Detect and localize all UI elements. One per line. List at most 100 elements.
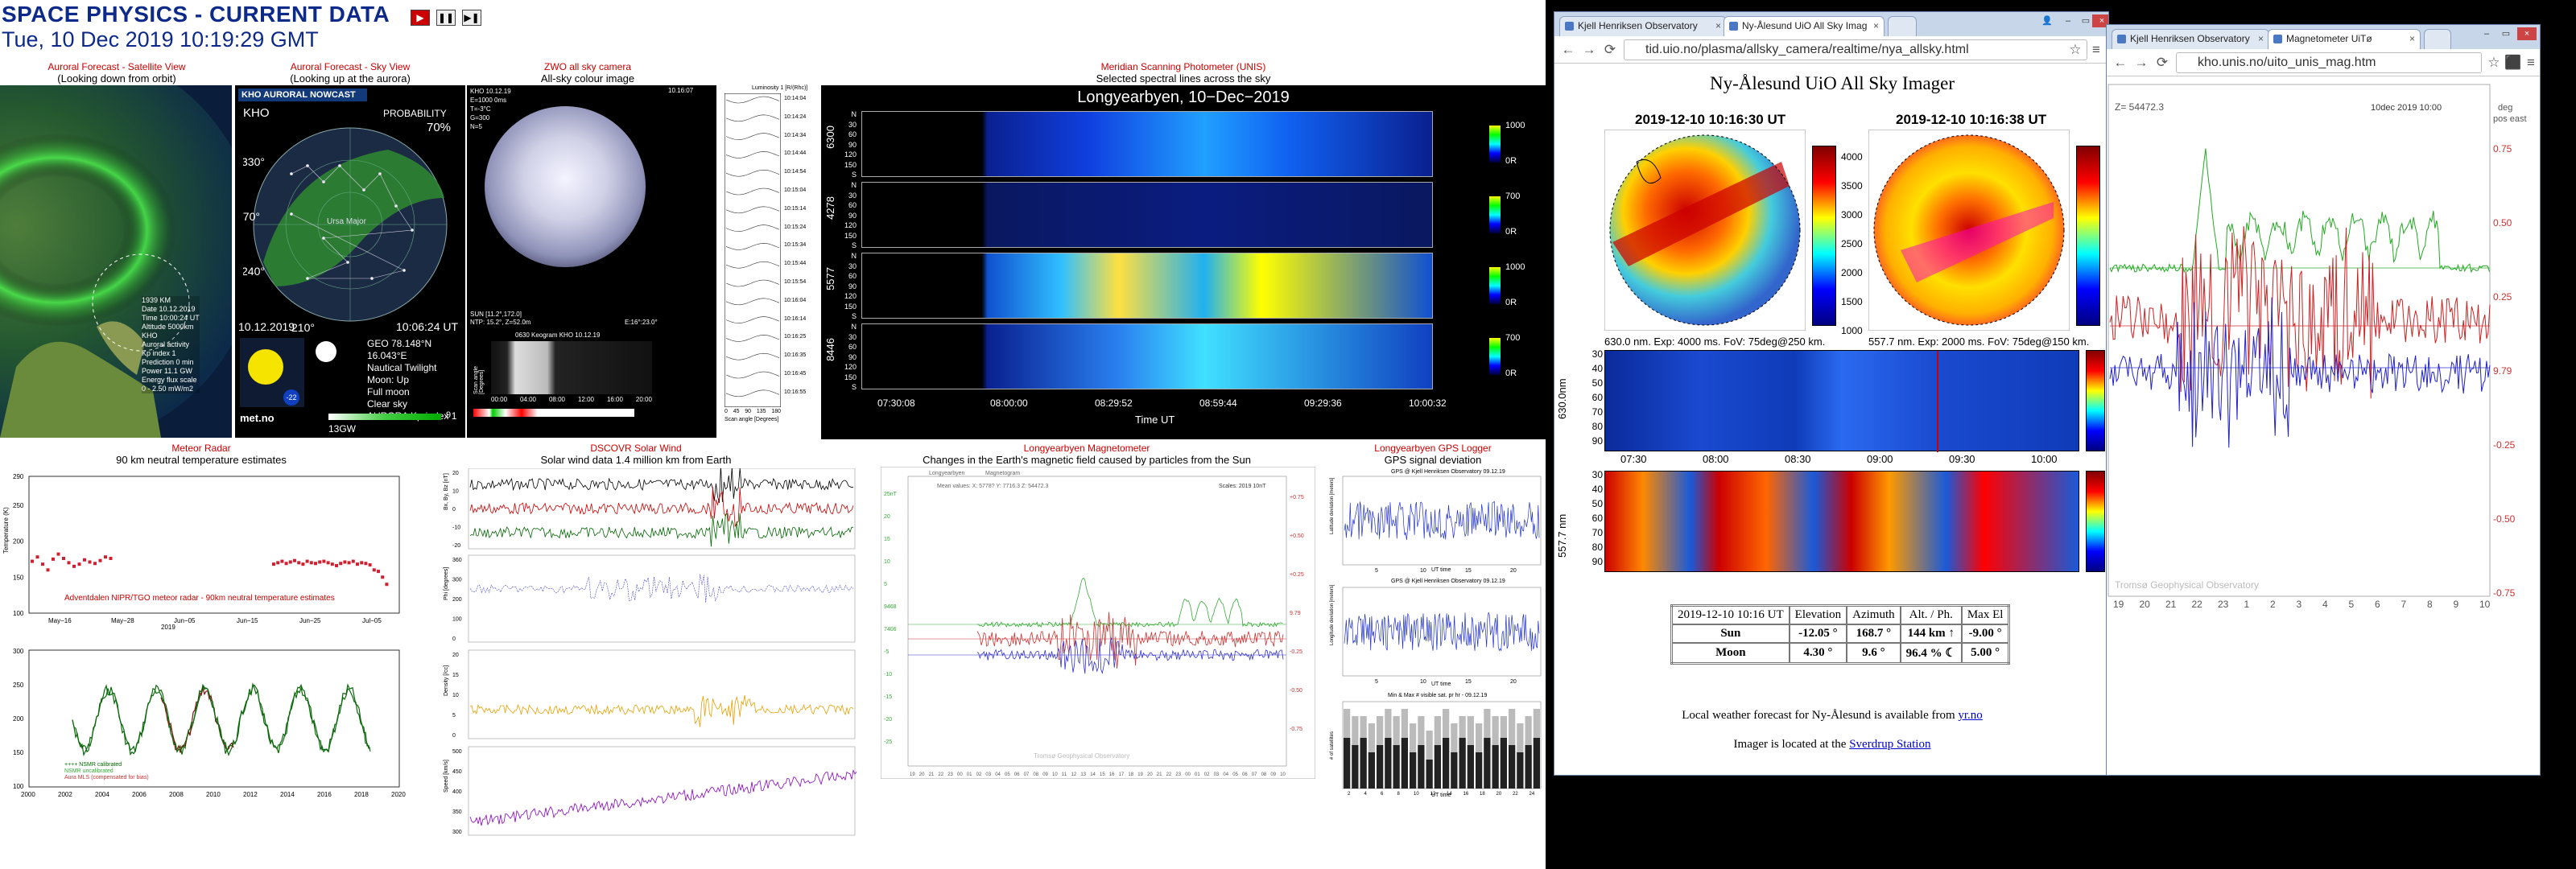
x-tick-label: 18 xyxy=(1480,792,1485,797)
meteor-caption: Adventdalen NIPR/TGO meteor radar - 90km… xyxy=(64,594,335,603)
msp-scale-min: 0R xyxy=(1505,298,1517,307)
sat-overlay-info: 1939 KM Date 10.12.2019 Time 10:00:24 UT… xyxy=(142,296,200,393)
x-tick-label: 2010 xyxy=(206,791,221,798)
y-tick-label: 200 xyxy=(13,715,24,723)
svg-text:++++ NSMR calibrated: ++++ NSMR calibrated xyxy=(64,762,122,768)
x-component-series xyxy=(2109,148,2490,274)
minimize-button[interactable]: – xyxy=(2065,16,2071,26)
close-tab-icon[interactable]: × xyxy=(1715,20,1721,31)
x-tick-label: May−28 xyxy=(111,617,134,624)
y-right-tick: -0.25 xyxy=(2493,439,2516,451)
x-tick-label: 6 xyxy=(2375,599,2380,610)
x-tick-label: 14 xyxy=(1447,792,1452,797)
magnetic-field-series xyxy=(469,487,854,528)
min-satellites-bar xyxy=(1410,752,1417,789)
tab-nyalesund[interactable]: Ny-Ålesund UiO All Sky Imag × xyxy=(1724,16,1885,36)
msp-heading: Longyearbyen, 10−Dec−2019 xyxy=(1077,89,1290,106)
step-forward-icon[interactable]: ▶❚ xyxy=(462,10,481,26)
svg-text:Longitude deviation [meters]: Longitude deviation [meters] xyxy=(1330,584,1335,645)
luminosity-time-label: 10:15:24 xyxy=(784,224,807,230)
y-axis-label: Speed [km/s] xyxy=(444,760,449,793)
min-satellites-bar xyxy=(1434,745,1441,789)
close-tab-icon[interactable]: × xyxy=(2409,33,2415,44)
x-tick-label: 06 xyxy=(1014,772,1020,777)
sky-info: GEO 78.148°N 16.043°E Nautical Twilight … xyxy=(367,338,457,422)
y-tick-label: 20 xyxy=(452,471,459,476)
new-tab-button[interactable] xyxy=(1888,16,1917,36)
location-line: Imager is located at the Sverdrup Statio… xyxy=(1733,738,1931,751)
close-window-button[interactable]: × xyxy=(2092,14,2108,27)
sverdrup-station-link[interactable]: Sverdrup Station xyxy=(1849,738,1931,751)
maximize-button[interactable]: ▭ xyxy=(2081,16,2091,26)
magnetic-field-series xyxy=(469,468,854,504)
keogram-x-axis: 00:00 04:00 08:00 12:00 16:00 20:00 xyxy=(491,396,652,403)
address-bar[interactable]: kho.unis.no/uito_unis_mag.htm xyxy=(2176,52,2482,73)
z-component-series xyxy=(976,636,1284,674)
msp-spectrogram xyxy=(861,253,1433,319)
menu-icon[interactable]: ≡ xyxy=(2092,42,2100,57)
gps-deviation-charts: GPS @ Kjell Henriksen Observatory 09.12.… xyxy=(1330,469,1542,798)
extension-icon[interactable]: ⬛ xyxy=(2504,55,2522,70)
reload-icon[interactable]: ⟳ xyxy=(2156,55,2169,70)
tab-kho[interactable]: Kjell Henriksen Observatory × xyxy=(1559,16,1727,36)
d-component-series xyxy=(976,612,1284,669)
sky-time: 10:06:24 UT xyxy=(396,320,459,333)
user-icon[interactable]: 👤 xyxy=(2041,16,2053,26)
data-point xyxy=(104,555,107,559)
msp-row: 8446 N 30 60 90 120 150 S 700 0R xyxy=(821,322,1546,391)
y-right-tick: 0.50 xyxy=(2493,217,2512,229)
bookmark-star-icon[interactable]: ☆ xyxy=(2069,42,2082,57)
mag-subtitle: Changes in the Earth's magnetic field ca… xyxy=(923,454,1251,466)
record-flag-icon[interactable]: ▶ xyxy=(411,10,430,26)
cloud-icon xyxy=(316,341,336,362)
msp-row: 4278 N 30 60 90 120 150 S 700 0R xyxy=(821,180,1546,249)
pause-icon[interactable]: ❚❚ xyxy=(436,10,456,26)
data-point xyxy=(41,562,44,566)
keo2-yticks: 30 40 50 60 70 80 90 xyxy=(1591,469,1603,567)
forward-icon[interactable]: → xyxy=(1582,42,1596,57)
constellation-line xyxy=(323,229,413,239)
yr-no-link[interactable]: yr.no xyxy=(1958,709,1983,722)
dscovr-panel-frame xyxy=(468,468,856,550)
x-tick-label: 23 xyxy=(1175,772,1181,777)
x-tick-label: Jul−05 xyxy=(362,617,382,624)
new-tab-button[interactable] xyxy=(2424,29,2451,49)
luminosity-time-label: 10:15:14 xyxy=(784,205,807,212)
maximize-button[interactable]: ▭ xyxy=(2501,29,2511,39)
tab-magnetometer[interactable]: Magnetometer UiTø × xyxy=(2268,29,2421,49)
address-bar[interactable]: tid.uio.no/plasma/allsky_camera/realtime… xyxy=(1624,39,2087,60)
data-point xyxy=(88,560,92,564)
msp-spectrogram xyxy=(861,182,1433,248)
close-window-button[interactable]: × xyxy=(2517,27,2537,40)
close-tab-icon[interactable]: × xyxy=(2257,33,2264,44)
svg-text:GPS @ Kjell Henriksen Observat: GPS @ Kjell Henriksen Observatory 09.12.… xyxy=(1391,579,1505,584)
favicon-icon xyxy=(1565,22,1574,31)
x-tick-label: 10 xyxy=(1420,568,1426,574)
y-left-tick: -25 xyxy=(884,739,892,745)
forward-icon[interactable]: → xyxy=(2134,55,2149,70)
x-tick-label: 8 xyxy=(1397,792,1401,797)
msp-scale-max: 700 xyxy=(1505,333,1521,343)
back-icon[interactable]: ← xyxy=(2113,55,2128,70)
data-point xyxy=(280,559,284,563)
constellation-line xyxy=(323,237,349,263)
bookmark-star-icon[interactable]: ☆ xyxy=(2487,55,2500,70)
y-axis-label: Phi [degrees] xyxy=(444,567,449,600)
y-tick-label: 300 xyxy=(452,830,462,835)
dscovr-panel-frame xyxy=(468,746,856,836)
temperature-series xyxy=(72,682,371,756)
tab-kho[interactable]: Kjell Henriksen Observatory × xyxy=(2112,29,2269,49)
min-satellites-bar xyxy=(1533,738,1540,789)
colorbar-keo1 xyxy=(2086,350,2105,451)
menu-icon[interactable]: ≡ xyxy=(2527,55,2535,70)
min-satellites-bar xyxy=(1443,738,1450,789)
reload-icon[interactable]: ⟳ xyxy=(1604,42,1616,57)
minimize-button[interactable]: – xyxy=(2483,29,2490,39)
close-tab-icon[interactable]: × xyxy=(1872,20,1879,31)
y-tick-label: 0 xyxy=(452,733,456,739)
luminosity-panel: Luminosity 1 [R/(Rhc)] 10:14:04 10:14:24 1… xyxy=(716,85,821,438)
svg-text:# of satellites: # of satellites xyxy=(1330,731,1335,760)
back-icon[interactable]: ← xyxy=(1561,42,1575,57)
svg-text:Min & Max # visible sat. pr hr: Min & Max # visible sat. pr hr - 09.12.1… xyxy=(1388,693,1487,698)
luminosity-profile xyxy=(725,169,780,177)
